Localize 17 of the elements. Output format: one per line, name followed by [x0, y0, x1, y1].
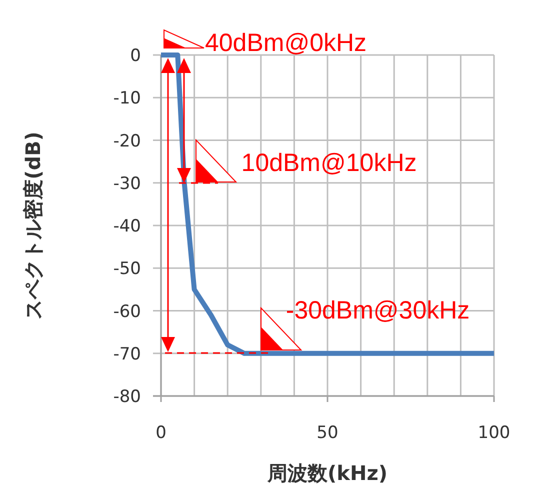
x-tick-label: 100	[478, 423, 510, 443]
y-tick-label: 0	[130, 46, 141, 66]
annotation: 40dBm@0kHz	[205, 29, 367, 57]
y-axis-title: スペクトル密度(dB)	[21, 132, 45, 320]
annotation: 10dBm@10kHz	[241, 148, 417, 177]
y-tick-label: -20	[113, 131, 141, 152]
x-tick-label: 50	[316, 423, 338, 443]
y-tick-label: -10	[113, 88, 141, 109]
y-tick-label: -40	[113, 216, 141, 236]
x-tick-label: 0	[156, 423, 166, 443]
y-tick-label: -30	[113, 174, 141, 194]
y-tick-label: -70	[113, 344, 141, 364]
y-tick-label: -80	[113, 387, 141, 407]
x-axis-title: 周波数(kHz)	[266, 461, 388, 485]
y-tick-label: -60	[113, 302, 141, 322]
y-tick-label: -50	[113, 259, 141, 280]
annotation: -30dBm@30kHz	[286, 296, 470, 324]
